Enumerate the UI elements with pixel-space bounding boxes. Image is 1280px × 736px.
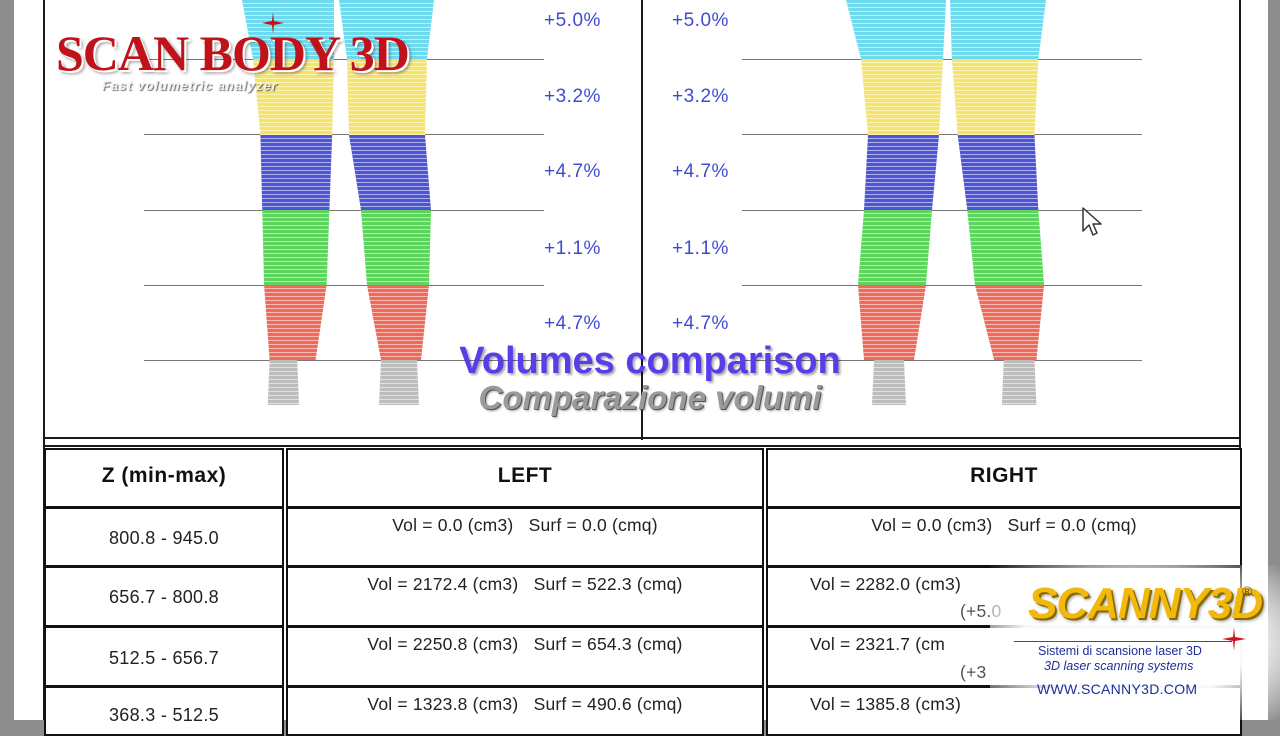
right-leg-scan-outer (950, 0, 1046, 405)
right-values: Vol = 1385.8 (cm3) (810, 694, 961, 714)
right-percent-label: +4.7% (672, 313, 729, 334)
band-green (361, 210, 431, 285)
header-cell-right: RIGHT (766, 448, 1242, 508)
right-percent-partial: (+3 (960, 662, 987, 682)
scanny3d-watermark: SCANNY3D ® Sistemi di scansione laser 3D… (990, 565, 1280, 720)
band-green (967, 210, 1045, 285)
grid-line (144, 360, 544, 361)
registered-mark: ® (1242, 583, 1253, 599)
left-values: Vol = 0.0 (cm3) Surf = 0.0 (cmq) (392, 515, 658, 535)
band-green (858, 210, 932, 285)
right-percent-label: +1.1% (672, 238, 729, 259)
band-blue (864, 135, 939, 210)
frame-left-border (43, 0, 45, 720)
sparkle-icon (262, 12, 284, 34)
right-values: Vol = 2321.7 (cm (810, 634, 946, 654)
table-row-left-cell: Vol = 0.0 (cm3) Surf = 0.0 (cmq) (286, 507, 764, 567)
z-range: 656.7 - 800.8 (109, 587, 219, 607)
band-yellow (347, 59, 427, 135)
grid-line (742, 210, 1142, 211)
header-label: LEFT (497, 464, 553, 487)
band-foot (267, 360, 300, 405)
logo-tagline: Fast volumetric analyzer (102, 78, 278, 93)
video-title: Volumes comparison Comparazione volumi (440, 340, 860, 417)
divider-line (1014, 641, 1232, 642)
band-cyan (242, 0, 334, 59)
table-row-left-cell: Vol = 2172.4 (cm3) Surf = 522.3 (cmq) (286, 566, 764, 627)
chart-center-divider (641, 0, 643, 440)
band-foot (872, 360, 906, 405)
left-leg-scan-outer (242, 0, 334, 405)
left-percent-label: +5.0% (544, 10, 601, 31)
right-values: Vol = 2282.0 (cm3) (810, 574, 961, 594)
band-blue (260, 135, 333, 210)
left-percent-label: +4.7% (544, 313, 601, 334)
grid-line (144, 59, 544, 60)
table-row-left-cell: Vol = 2250.8 (cm3) Surf = 654.3 (cmq) (286, 626, 764, 687)
grid-line (144, 134, 544, 135)
grid-line (144, 210, 544, 211)
scanny-line-italian: Sistemi di scansione laser 3D (1038, 644, 1202, 658)
table-row-right-cell: Vol = 0.0 (cm3) Surf = 0.0 (cmq) (766, 507, 1242, 567)
sparkle-icon (1222, 627, 1246, 651)
table-row-left-cell: Vol = 1323.8 (cm3) Surf = 490.6 (cmq) (286, 686, 764, 736)
header-label: Z (min-max) (101, 464, 227, 487)
grid-line (742, 360, 1142, 361)
table-top-border (43, 445, 1241, 447)
band-red (858, 285, 926, 360)
left-values: Vol = 2172.4 (cm3) Surf = 522.3 (cmq) (367, 574, 683, 594)
left-percent-label: +4.7% (544, 161, 601, 182)
band-cyan (339, 0, 434, 59)
logo-brand-text: SCAN BODY 3D (56, 25, 410, 81)
right-values: Vol = 0.0 (cm3) Surf = 0.0 (cmq) (871, 515, 1137, 535)
table-row-z-cell: 656.7 - 800.8 (44, 566, 284, 627)
grid-line (742, 134, 1142, 135)
left-values: Vol = 2250.8 (cm3) Surf = 654.3 (cmq) (367, 634, 683, 654)
mouse-pointer-icon (1082, 207, 1102, 236)
z-range: 512.5 - 656.7 (109, 648, 219, 668)
band-blue (957, 135, 1039, 210)
scanbody-logo: SCAN BODY 3D Fast volumetric analyzer (54, 12, 414, 98)
grid-line (144, 285, 544, 286)
chart-bottom-border (43, 437, 1241, 439)
title-sub: Comparazione volumi (478, 379, 822, 416)
grid-line (742, 285, 1142, 286)
frame-right-border (1239, 0, 1241, 450)
title-main: Volumes comparison (459, 340, 841, 382)
right-leg-scan-inner (846, 0, 946, 405)
table-row-z-cell: 368.3 - 512.5 (44, 686, 284, 736)
z-range: 800.8 - 945.0 (109, 528, 219, 548)
scanny-line-english: 3D laser scanning systems (1044, 659, 1194, 673)
scanny-brand-text: SCANNY3D (1028, 579, 1263, 628)
scanny-url: WWW.SCANNY3D.COM (1037, 681, 1198, 697)
band-foot (379, 360, 419, 405)
band-red (264, 285, 327, 360)
band-cyan (950, 0, 1046, 59)
band-foot (1001, 360, 1037, 405)
band-yellow (951, 59, 1039, 135)
band-green (262, 210, 330, 285)
table-row-z-cell: 800.8 - 945.0 (44, 507, 284, 567)
band-blue (349, 135, 431, 210)
table-row-z-cell: 512.5 - 656.7 (44, 626, 284, 687)
left-percent-label: +3.2% (544, 86, 601, 107)
band-cyan (846, 0, 946, 59)
band-yellow (253, 59, 334, 135)
left-leg-scan-inner (339, 0, 439, 405)
right-percent-label: +5.0% (672, 10, 729, 31)
band-red (974, 285, 1045, 360)
right-percent-label: +3.2% (672, 86, 729, 107)
left-values: Vol = 1323.8 (cm3) Surf = 490.6 (cmq) (367, 694, 683, 714)
z-range: 368.3 - 512.5 (109, 705, 219, 725)
band-red (367, 285, 429, 360)
left-percent-label: +1.1% (544, 238, 601, 259)
right-percent-label: +4.7% (672, 161, 729, 182)
header-cell-z: Z (min-max) (44, 448, 284, 508)
header-cell-left: LEFT (286, 448, 764, 508)
band-yellow (861, 59, 943, 135)
header-label: RIGHT (970, 464, 1038, 487)
